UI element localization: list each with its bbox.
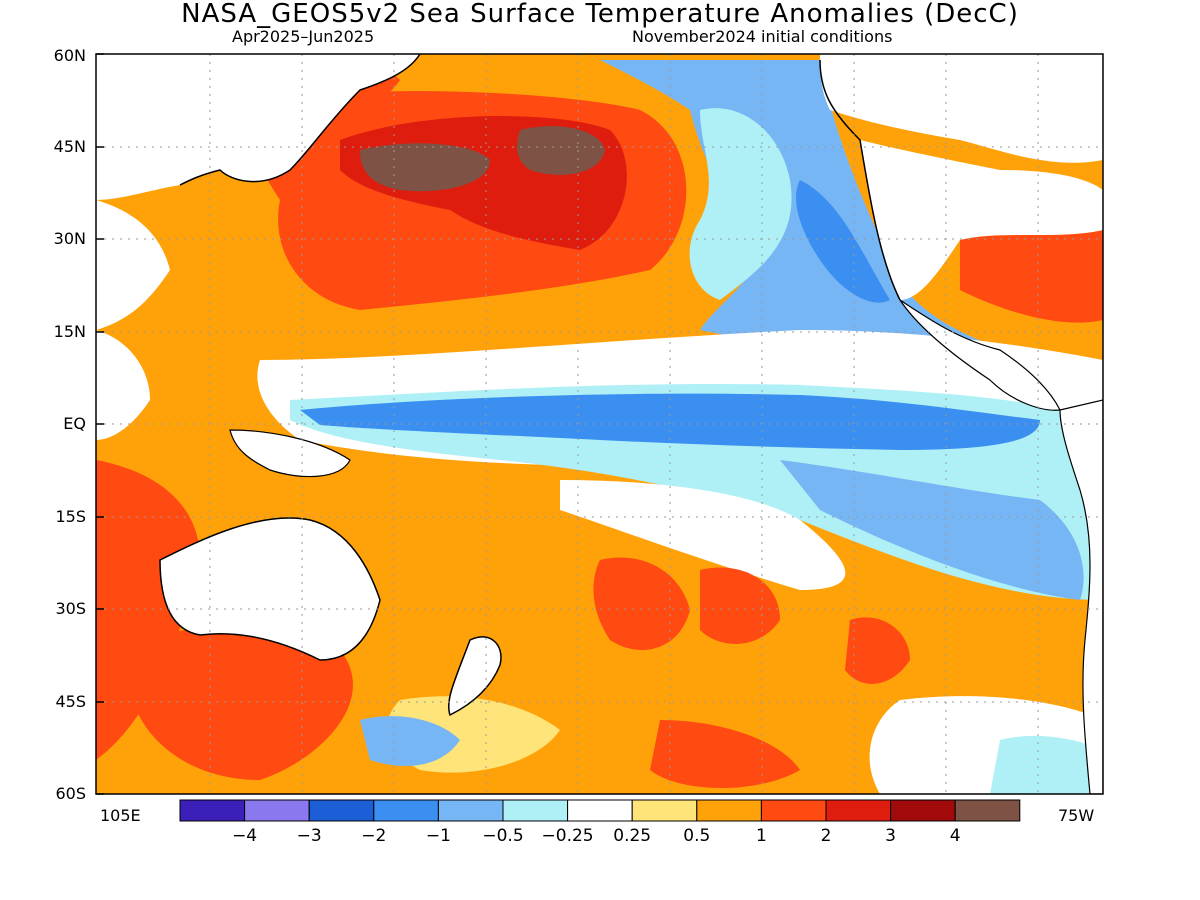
tasman-blue: [360, 716, 460, 766]
forecast-period: Apr2025–Jun2025: [232, 27, 375, 46]
sw-lightblue: [990, 735, 1103, 794]
colorbar-swatch-8: [696, 799, 762, 822]
colorbar-swatch-3: [373, 799, 439, 822]
china-land: [96, 200, 170, 330]
lon-label-right: 75W: [1058, 806, 1095, 825]
colorbar-label: −0.5: [482, 826, 524, 846]
np-brown-2: [517, 126, 605, 175]
gulf-red: [960, 230, 1103, 323]
colorbar-label: −4: [232, 826, 258, 846]
colorbar-swatch-0: [179, 799, 246, 822]
south-tropical-white: [560, 480, 846, 590]
colorbar-swatch-1: [244, 799, 310, 822]
colorbar-swatch-6: [567, 799, 633, 822]
colorbar-label: −2: [361, 826, 387, 846]
colorbar-swatch-4: [437, 799, 504, 822]
anomaly-field: [96, 54, 1103, 794]
initial-conditions: November2024 initial conditions: [632, 27, 893, 46]
colorbar-label: 3: [885, 826, 896, 846]
sp-red-1: [593, 557, 690, 650]
graticule: [96, 54, 1103, 794]
california-blue: [796, 180, 890, 303]
asia-coastline: [179, 54, 421, 186]
lat-label-15n: 15N: [53, 322, 86, 341]
south-australia-red: [130, 629, 353, 780]
colorbar: [179, 799, 1021, 822]
new-zealand-land: [448, 636, 502, 717]
lat-label-60n: 60N: [53, 46, 86, 65]
colorbar-swatch-11: [890, 799, 956, 822]
sp-red-3: [845, 617, 910, 684]
lat-label-30s: 30S: [55, 599, 86, 618]
se-pacific-blue: [780, 460, 1084, 600]
colorbar-label: −0.25: [541, 826, 594, 846]
indochina-land: [96, 330, 150, 440]
sp-red-4: [650, 720, 800, 788]
australia-land: [159, 517, 381, 661]
lat-ticks: [96, 53, 104, 795]
colorbar-label: 0.5: [683, 826, 711, 846]
map-title: NASA_GEOS5v2 Sea Surface Temperature Ano…: [181, 0, 1019, 29]
colorbar-swatch-9: [760, 799, 827, 822]
colorbar-swatch-12: [954, 799, 1021, 822]
na-west-coastline: [819, 59, 901, 301]
colorbar-swatch-10: [825, 799, 892, 822]
colorbar-swatch-2: [308, 799, 375, 822]
north-america-land: [820, 54, 1103, 163]
equatorial-blue: [300, 393, 1040, 450]
asia-land: [96, 54, 420, 200]
lat-label-eq: EQ: [63, 414, 86, 433]
lat-label-45s: 45S: [55, 692, 86, 711]
ne-pacific-lightblue: [689, 108, 792, 300]
colorbar-label: 2: [820, 826, 832, 846]
colorbar-label: −1: [425, 826, 451, 846]
indian-ocean-red: [96, 460, 200, 760]
colorbar-label: 4: [949, 826, 961, 846]
colorbar-label: 1: [755, 826, 767, 846]
new-guinea-land: [229, 429, 351, 478]
south-america-land: [1059, 399, 1103, 794]
np-brown: [360, 143, 490, 192]
lat-label-30n: 30N: [53, 229, 86, 248]
lon-label-left: 105E: [100, 806, 141, 825]
lat-label-15s: 15S: [55, 507, 86, 526]
colorbar-swatch-5: [502, 799, 569, 822]
colorbar-label: 0.25: [613, 826, 652, 846]
colorbar-swatch-7: [631, 799, 698, 822]
lat-label-60s: 60S: [55, 784, 86, 803]
sp-red-2: [700, 567, 780, 644]
usa-land: [860, 140, 1103, 300]
lat-label-45n: 45N: [53, 137, 86, 156]
colorbar-label: −3: [296, 826, 322, 846]
